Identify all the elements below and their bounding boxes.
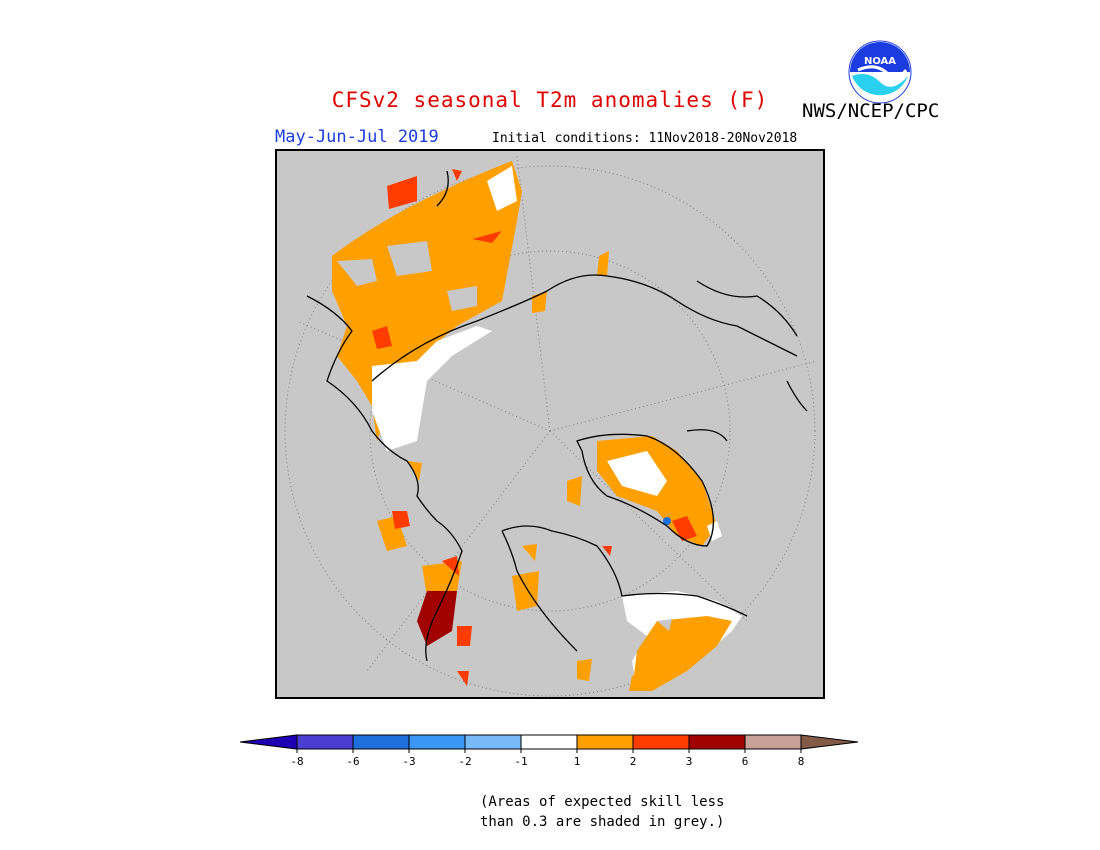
greenland-region: [567, 436, 722, 556]
legend-tick-label: -8: [290, 755, 303, 768]
legend-swatch: [688, 734, 746, 750]
legend-tick-label: 2: [630, 755, 637, 768]
legend-swatch: [744, 734, 802, 750]
graticule: [284, 155, 818, 697]
legend-tick-label: -1: [514, 755, 527, 768]
skill-note-line-2: than 0.3 are shaded in grey.): [480, 814, 725, 830]
noaa-logo: NOAA: [848, 40, 912, 108]
anomaly-map: [275, 149, 825, 699]
skill-note: (Areas of expected skill less than 0.3 a…: [480, 792, 724, 832]
map-svg: [284, 155, 818, 697]
legend-swatch: [296, 734, 354, 750]
legend-swatch: [464, 734, 522, 750]
legend-tick-label: 3: [686, 755, 693, 768]
legend-tick-label: 6: [742, 755, 749, 768]
org-label: NWS/NCEP/CPC: [802, 100, 940, 122]
chart-title: CFSv2 seasonal T2m anomalies (F): [331, 88, 769, 112]
legend-tick-label: -2: [458, 755, 471, 768]
legend-swatch-low: [239, 734, 298, 750]
forecast-period: May-Jun-Jul 2019: [275, 127, 439, 147]
initial-conditions: Initial conditions: 11Nov2018-20Nov2018: [492, 131, 798, 146]
legend-swatch: [576, 734, 634, 750]
legend-swatch: [408, 734, 466, 750]
asia-region: [332, 161, 609, 551]
legend-swatch: [352, 734, 410, 750]
europe-region: [417, 544, 539, 686]
legend-tick-label: 8: [798, 755, 805, 768]
legend-tick-label: -6: [346, 755, 359, 768]
legend-swatch: [520, 734, 578, 750]
coastlines: [306, 170, 808, 662]
north-america-region: [577, 591, 742, 691]
svg-text:NOAA: NOAA: [864, 56, 896, 67]
legend-swatch: [632, 734, 690, 750]
legend-svg: -8 -6 -3 -2 -1 1 2 3 6 8: [239, 734, 859, 768]
skill-note-line-1: (Areas of expected skill less: [480, 794, 725, 810]
legend-tick-label: -3: [402, 755, 415, 768]
color-legend: -8 -6 -3 -2 -1 1 2 3 6 8: [239, 733, 862, 777]
legend-tick-label: 1: [574, 755, 581, 768]
legend-swatch-high: [800, 734, 859, 750]
